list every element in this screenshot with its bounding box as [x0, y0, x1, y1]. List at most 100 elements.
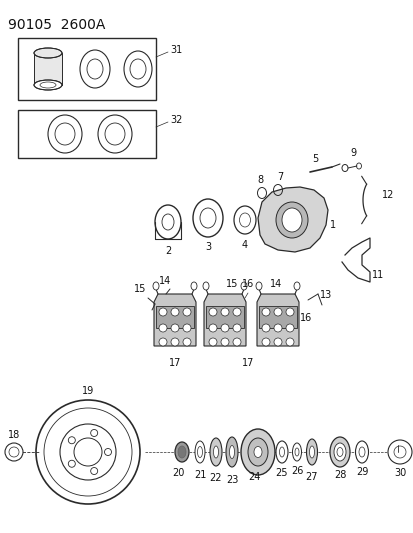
Circle shape — [171, 324, 178, 332]
Ellipse shape — [34, 48, 62, 58]
Circle shape — [273, 308, 281, 316]
Circle shape — [36, 400, 140, 504]
Ellipse shape — [355, 441, 368, 463]
Ellipse shape — [124, 51, 152, 87]
Text: 3: 3 — [204, 242, 211, 252]
Ellipse shape — [254, 447, 261, 457]
Text: 21: 21 — [193, 470, 206, 480]
Ellipse shape — [306, 439, 317, 465]
Circle shape — [104, 448, 111, 456]
Ellipse shape — [309, 446, 314, 458]
Circle shape — [183, 338, 190, 346]
Polygon shape — [257, 187, 327, 252]
Ellipse shape — [275, 202, 307, 238]
Circle shape — [171, 338, 178, 346]
Text: 29: 29 — [355, 467, 367, 477]
Ellipse shape — [329, 437, 349, 467]
Text: 28: 28 — [333, 470, 345, 480]
Circle shape — [183, 324, 190, 332]
Circle shape — [159, 324, 166, 332]
Ellipse shape — [209, 438, 221, 466]
Text: 22: 22 — [209, 473, 222, 483]
Circle shape — [68, 437, 75, 444]
Circle shape — [261, 308, 269, 316]
Text: 12: 12 — [381, 190, 394, 200]
Ellipse shape — [154, 205, 180, 239]
Text: 14: 14 — [159, 276, 171, 286]
Ellipse shape — [153, 282, 159, 290]
Circle shape — [285, 324, 293, 332]
Ellipse shape — [195, 441, 204, 463]
Circle shape — [159, 338, 166, 346]
Circle shape — [209, 308, 216, 316]
Ellipse shape — [229, 446, 234, 458]
Ellipse shape — [34, 80, 62, 90]
Text: 5: 5 — [311, 154, 318, 164]
Circle shape — [233, 324, 240, 332]
Bar — [156, 306, 194, 328]
Ellipse shape — [292, 443, 301, 461]
Circle shape — [285, 308, 293, 316]
Circle shape — [221, 338, 228, 346]
Ellipse shape — [281, 208, 301, 232]
Ellipse shape — [192, 199, 223, 237]
Text: 18: 18 — [8, 430, 20, 440]
Circle shape — [387, 440, 411, 464]
Circle shape — [183, 308, 190, 316]
Bar — [259, 306, 296, 328]
Bar — [206, 306, 243, 328]
Text: 25: 25 — [275, 468, 287, 478]
Circle shape — [261, 324, 269, 332]
Ellipse shape — [333, 443, 345, 461]
Text: 9: 9 — [349, 148, 355, 158]
Circle shape — [90, 430, 97, 437]
Bar — [34, 53, 62, 85]
Circle shape — [273, 338, 281, 346]
Polygon shape — [154, 294, 195, 346]
Bar — [18, 110, 156, 158]
Circle shape — [159, 308, 166, 316]
Polygon shape — [256, 294, 298, 346]
Circle shape — [60, 424, 116, 480]
Text: 7: 7 — [276, 172, 282, 182]
Text: 15: 15 — [225, 279, 237, 289]
Text: 30: 30 — [393, 468, 405, 478]
Text: 8: 8 — [256, 175, 262, 185]
Ellipse shape — [255, 282, 261, 290]
Text: 90105  2600A: 90105 2600A — [8, 18, 105, 32]
Text: 1: 1 — [329, 220, 335, 230]
Ellipse shape — [225, 437, 237, 467]
Circle shape — [221, 308, 228, 316]
Text: 26: 26 — [290, 466, 302, 476]
Circle shape — [90, 467, 97, 474]
Circle shape — [209, 324, 216, 332]
Circle shape — [285, 338, 293, 346]
Ellipse shape — [240, 429, 274, 475]
Text: 13: 13 — [319, 290, 332, 300]
Ellipse shape — [178, 446, 185, 458]
Text: 15: 15 — [133, 284, 146, 294]
Text: 16: 16 — [299, 313, 311, 323]
Circle shape — [233, 338, 240, 346]
Text: 17: 17 — [169, 358, 181, 368]
Text: 16: 16 — [241, 279, 254, 289]
Circle shape — [273, 324, 281, 332]
Ellipse shape — [293, 282, 299, 290]
Ellipse shape — [48, 115, 82, 153]
Circle shape — [171, 308, 178, 316]
Circle shape — [221, 324, 228, 332]
Text: 14: 14 — [269, 279, 282, 289]
Circle shape — [74, 438, 102, 466]
Circle shape — [233, 308, 240, 316]
Ellipse shape — [98, 115, 132, 153]
Ellipse shape — [247, 438, 267, 466]
Polygon shape — [204, 294, 245, 346]
Text: 17: 17 — [241, 358, 254, 368]
Circle shape — [68, 461, 75, 467]
Bar — [18, 38, 156, 100]
Circle shape — [44, 408, 132, 496]
Ellipse shape — [190, 282, 197, 290]
Text: 20: 20 — [171, 468, 184, 478]
Ellipse shape — [175, 442, 189, 462]
Text: 4: 4 — [241, 240, 247, 250]
